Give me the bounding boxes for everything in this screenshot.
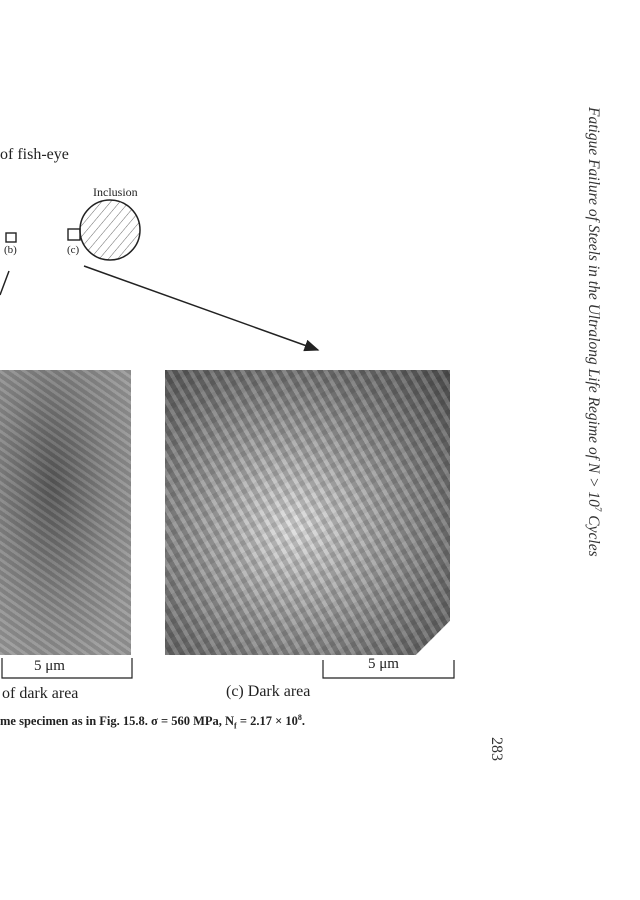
figure-caption: me specimen as in Fig. 15.8. σ = 560 MPa… [0, 713, 305, 731]
figure-caption-tail: . [301, 714, 305, 729]
figure-caption-subscript: f [234, 721, 237, 731]
running-header-end: Cycles [584, 511, 602, 557]
running-header: Fatigue Failure of Steels in the Ultralo… [584, 107, 603, 557]
scale-bar-c [322, 660, 455, 679]
fish-eye-diagram [0, 199, 320, 352]
marker-b-label: (b) [4, 244, 17, 256]
sem-photo-b [0, 370, 131, 655]
marker-c-label: (c) [67, 244, 80, 256]
page-number: 283 [488, 737, 505, 761]
running-header-text: Fatigue Failure of Steels in the Ultralo… [584, 107, 602, 507]
panel-b-caption: of dark area [2, 685, 79, 702]
figure-caption-exponent: 8 [297, 713, 302, 722]
pointer-arrow-c [83, 265, 320, 352]
scale-bar-b [1, 658, 133, 679]
inclusion-circle [79, 199, 141, 261]
pointer-line-b [0, 270, 10, 296]
figure-caption-text: me specimen as in Fig. 15.8. σ = 560 MPa… [0, 714, 235, 729]
panel-c-caption: (c) Dark area [226, 683, 311, 700]
marker-b-box [5, 232, 17, 243]
scale-bar-b-label: 5 μm [34, 658, 65, 674]
inclusion-label: Inclusion [93, 185, 138, 199]
scale-bar-c-label: 5 μm [368, 656, 399, 672]
partial-diagram-label: of fish-eye [0, 146, 69, 163]
sem-photo-c [165, 370, 450, 655]
marker-c-box [67, 228, 81, 241]
figure-caption-value: = 2.17 × 10 [236, 714, 298, 729]
